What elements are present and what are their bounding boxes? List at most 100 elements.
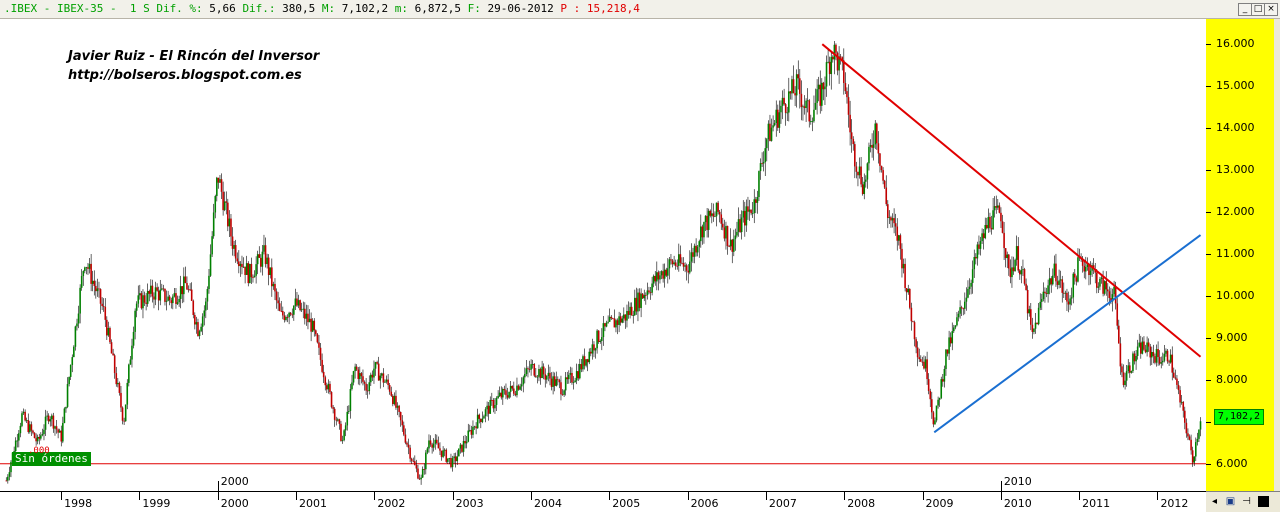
candle-body [538, 368, 540, 377]
candle-body [140, 293, 143, 309]
candle-body [225, 201, 228, 203]
candle-body [778, 112, 781, 128]
candle-body [1105, 281, 1108, 290]
candle-body [343, 430, 345, 441]
price-tick [1206, 128, 1211, 130]
candle-body [1012, 267, 1015, 272]
candle-body [401, 420, 404, 426]
candle-body [693, 245, 696, 257]
candle-body [47, 415, 50, 422]
candle-body [370, 374, 372, 383]
candle-body [1129, 365, 1131, 373]
candle-body [355, 366, 358, 370]
candle-body [437, 443, 440, 449]
candle-body [62, 423, 64, 442]
candle-body [483, 416, 485, 419]
candle-body [234, 245, 237, 259]
candle-body [1130, 371, 1133, 373]
candle-body [876, 123, 878, 144]
candle-body [197, 322, 199, 337]
candle-body [1066, 292, 1068, 302]
candle-body [421, 469, 424, 478]
candle-body [943, 369, 946, 382]
time-tick-label: 2005 [612, 497, 641, 510]
candle-body [205, 301, 207, 311]
candle-body [404, 434, 407, 443]
candle-body [612, 318, 614, 320]
candle-body [536, 376, 539, 378]
candle-body [882, 170, 884, 181]
candle-body [209, 254, 212, 276]
candle-body [445, 449, 448, 462]
candle-body [486, 405, 488, 410]
uptrend-trendline[interactable] [933, 234, 1202, 434]
time-tick-label: 2002 [377, 497, 406, 510]
candle-body [333, 408, 336, 420]
candle-body [682, 263, 685, 267]
candle-body [239, 263, 242, 267]
candle-body [769, 123, 771, 141]
candle-body [321, 359, 323, 372]
color-box-icon[interactable] [1258, 496, 1269, 507]
candle-body [539, 368, 542, 379]
candle-body [272, 283, 275, 287]
price-chart[interactable] [0, 19, 1206, 491]
title-segment: 6,872,5 [408, 2, 468, 15]
candle-body [277, 300, 279, 304]
candle-body [929, 390, 932, 400]
orders-status[interactable]: Sin órdenes [12, 452, 91, 466]
candle-body [1169, 354, 1172, 363]
candle-body [506, 395, 509, 398]
candle-body [363, 381, 366, 384]
candle-body [410, 458, 413, 461]
candle-body [261, 251, 264, 267]
candle-body [630, 306, 633, 316]
candle-body [663, 269, 666, 279]
candle-body [454, 456, 457, 462]
candle-body [167, 296, 169, 301]
candle-body [520, 384, 523, 387]
candle-body [214, 196, 217, 213]
candle-body [478, 414, 481, 419]
candle-body [1028, 309, 1031, 314]
candle-body [942, 379, 944, 382]
candle-body [813, 109, 815, 122]
candle-body [700, 226, 702, 242]
candle-body [1177, 384, 1180, 391]
candle-body [522, 377, 525, 385]
candle-body [195, 322, 198, 325]
candle-body [293, 305, 295, 315]
time-marker-tick [1000, 481, 1002, 491]
candle-body [619, 316, 622, 323]
candle-body [1044, 291, 1046, 294]
pin-icon[interactable]: ⊣ [1242, 496, 1251, 507]
candle-body [351, 382, 353, 390]
time-tick [844, 492, 846, 500]
candle-body [568, 374, 570, 380]
minimize-button[interactable]: _ [1238, 3, 1252, 16]
restore-button[interactable]: □ [1251, 3, 1265, 16]
candle-body [729, 239, 732, 247]
time-tick-label: 2011 [1082, 497, 1111, 510]
downtrend-trendline[interactable] [821, 43, 1202, 358]
close-button[interactable]: × [1264, 3, 1278, 16]
candle-body [1086, 264, 1089, 267]
candle-body [148, 290, 151, 294]
candle-body [443, 449, 446, 451]
candle-body [597, 330, 600, 342]
save-icon[interactable]: ▣ [1225, 496, 1236, 507]
candle-body [418, 478, 421, 480]
candle-body [547, 372, 550, 377]
scroll-left-icon[interactable]: ◂ [1211, 496, 1218, 507]
candle-body [264, 245, 267, 265]
candle-body [467, 430, 470, 442]
price-tick [1206, 421, 1211, 423]
candle-body [1118, 325, 1120, 344]
candle-body [553, 376, 556, 386]
candle-body [46, 415, 48, 417]
candle-body [579, 364, 581, 379]
candle-body [1003, 232, 1005, 249]
price-tick-label: 16.000 [1216, 37, 1255, 51]
time-tick [687, 492, 689, 500]
window-titlebar[interactable]: .IBEX - IBEX-35 - 1 S Dif. %: 5,66 Dif.:… [0, 0, 1280, 19]
